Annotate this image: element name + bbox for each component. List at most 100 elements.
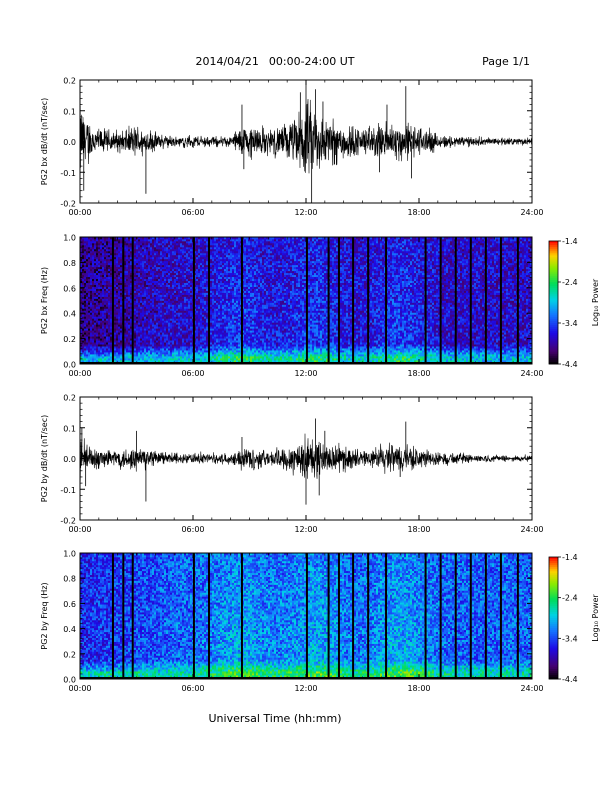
bx-xtick-label: 18:00	[407, 208, 430, 217]
bx-spec-data-gap	[440, 237, 442, 364]
bx-spec-colorbar-tick-label: -3.4	[562, 319, 578, 328]
by-spec-ylabel: PG2 by Freq (Hz)	[40, 582, 49, 649]
bx-spec-colorbar-tick-label: -2.4	[562, 278, 578, 287]
bx-spec-colorbar-tick-label: -4.4	[562, 360, 578, 369]
by-spec-xtick-label: 24:00	[520, 684, 543, 693]
by-spec-data-gap	[132, 553, 134, 679]
bx-spec-data-gap	[122, 237, 124, 364]
by-spec-data-gap	[500, 553, 502, 679]
panel-bx-spectrogram: 0.00.20.40.60.81.000:00 06:00 12:00 18:00 24…	[40, 234, 544, 379]
header-date-range: 2014/04/21 00:00-24:00 UT	[195, 55, 354, 68]
by-spec-ytick-label: 1.0	[63, 550, 76, 559]
bx-spec-data-gap	[352, 237, 354, 364]
bx-spec-data-gap	[455, 237, 457, 364]
bx-spec-ytick-label: 0.2	[63, 335, 76, 344]
bx-spec-xtick-label: 24:00	[520, 369, 543, 378]
bx-spec-colorbar-label: Log₁₀ Power	[591, 278, 600, 326]
by-spec-colorbar-tick-label: -3.4	[562, 634, 578, 643]
bx-spec-xtick-label: 00:00	[68, 369, 91, 378]
bx-spec-xtick-label: 12:00	[294, 369, 317, 378]
by-spec-ytick-label: 0.4	[63, 625, 76, 634]
by-spec-data-gap	[328, 553, 330, 679]
by-spec-xtick-label: 12:00	[294, 684, 317, 693]
by-spec-data-gap	[338, 553, 340, 679]
by-spec-data-gap	[352, 553, 354, 679]
by-spec-ytick-label: 0.6	[63, 600, 76, 609]
bx-spec-data-gap	[193, 237, 195, 364]
by-spec-ytick-label: 0.2	[63, 650, 76, 659]
by-ytick-label: 0.1	[63, 424, 76, 433]
bx-spec-data-gap	[367, 237, 369, 364]
bx-ytick-label: 0.0	[63, 138, 76, 147]
bx-ytick-label: 0.1	[63, 107, 76, 116]
bx-ytick-label: -0.1	[60, 169, 76, 178]
bx-xtick-label: 24:00	[520, 208, 543, 217]
by-spec-colorbar-label: Log₁₀ Power	[591, 594, 600, 642]
bx-spec-data-gap	[500, 237, 502, 364]
by-spec-data-gap	[425, 553, 427, 679]
panel-by-waveform: -0.2-0.10.00.10.200:00 06:00 12:00 18:00 24:…	[40, 394, 544, 535]
bx-spec-data-gap	[425, 237, 427, 364]
by-spec-ytick-label: 0.8	[63, 575, 76, 584]
bx-spec-xtick-label: 18:00	[407, 369, 430, 378]
by-spec-data-gap	[440, 553, 442, 679]
header-time-range: 00:00-24:00 UT	[269, 55, 355, 68]
by-spec-data-gap	[385, 553, 387, 679]
by-ytick-label: -0.1	[60, 486, 76, 495]
bx-xtick-label: 00:00	[68, 208, 91, 217]
bx-spec-data-gap	[112, 237, 114, 364]
bx-spec-ytick-label: 0.6	[63, 284, 76, 293]
by-spec-colorbar-tick-label: -4.4	[562, 675, 578, 684]
by-spec-data-gap	[455, 553, 457, 679]
by-spec-data-gap	[306, 553, 308, 679]
bx-xtick-label: 12:00	[294, 208, 317, 217]
by-spec-data-gap	[112, 553, 114, 679]
by-spec-data-gap	[122, 553, 124, 679]
by-spec-data-gap	[193, 553, 195, 679]
bx-spec-data-gap	[241, 237, 243, 364]
bx-spec-ytick-label: 0.4	[63, 310, 76, 319]
bx-spec-ytick-label: 0.8	[63, 259, 76, 268]
bx-spec-data-gap	[485, 237, 487, 364]
bx-spec-data-gap	[517, 237, 519, 364]
x-axis-title: Universal Time (hh:mm)	[209, 712, 342, 725]
panel-bx-waveform: -0.2-0.10.00.10.200:00 06:00 12:00 18:00 24:…	[40, 77, 544, 218]
by-spec-data-gap	[367, 553, 369, 679]
bx-spec-data-gap	[132, 237, 134, 364]
bx-spec-data-gap	[306, 237, 308, 364]
by-ytick-label: 0.2	[63, 394, 76, 403]
by-spec-xtick-label: 18:00	[407, 684, 430, 693]
by-spec-colorbar-tick-label: -2.4	[562, 594, 578, 603]
by-spec-data-gap	[485, 553, 487, 679]
by-spec-xtick-label: 06:00	[181, 684, 204, 693]
bx-spec-data-gap	[338, 237, 340, 364]
magnetometer-figure: 2014/04/21 00:00-24:00 UT Page 1/1 -0.2-0…	[0, 0, 612, 792]
bx-spec-ylabel: PG2 bx Freq (Hz)	[40, 267, 49, 334]
by-xtick-label: 12:00	[294, 525, 317, 534]
by-spec-xtick-label: 00:00	[68, 684, 91, 693]
by-spec-data-gap	[517, 553, 519, 679]
bx-spec-ytick-label: 1.0	[63, 234, 76, 243]
panel-by-spectrogram: 0.00.20.40.60.81.000:00 06:00 12:00 18:00 24…	[40, 550, 544, 694]
by-spec-data-gap	[241, 553, 243, 679]
colorbars: -1.4 -2.4 -3.4 -4.4 Log₁₀ Power -1.4 -2.4 -3.4 -…	[549, 237, 600, 684]
by-spec-colorbar-tick-label: -1.4	[562, 553, 578, 562]
bx-ylabel: PG2 bx dB/dt (nT/sec)	[40, 98, 49, 185]
page-number: Page 1/1	[482, 55, 530, 68]
bx-spec-data-gap	[208, 237, 210, 364]
header-date: 2014/04/21	[195, 55, 258, 68]
by-xtick-label: 06:00	[181, 525, 204, 534]
bx-spec-data-gap	[328, 237, 330, 364]
by-spec-data-gap	[470, 553, 472, 679]
by-ylabel: PG2 by dB/dt (nT/sec)	[40, 415, 49, 502]
by-spec-data-gap	[208, 553, 210, 679]
bx-xtick-label: 06:00	[181, 208, 204, 217]
bx-spec-colorbar-tick-label: -1.4	[562, 237, 578, 246]
by-xtick-label: 18:00	[407, 525, 430, 534]
bx-spec-data-gap	[470, 237, 472, 364]
by-xtick-label: 00:00	[68, 525, 91, 534]
by-xtick-label: 24:00	[520, 525, 543, 534]
by-ytick-label: 0.0	[63, 455, 76, 464]
bx-spec-xtick-label: 06:00	[181, 369, 204, 378]
bx-spec-data-gap	[385, 237, 387, 364]
